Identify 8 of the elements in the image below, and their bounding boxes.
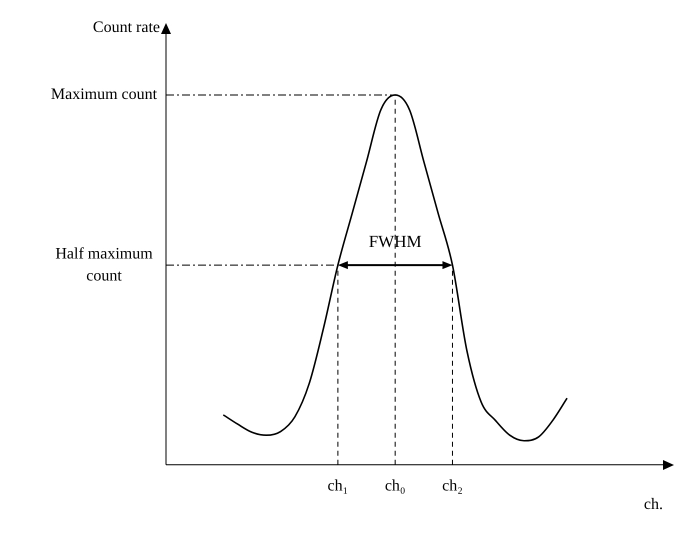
annotation: FWHM — [368, 232, 422, 252]
x-tick-label: ch₀ — [384, 478, 406, 495]
x-tick-label: ch₂ — [442, 478, 463, 495]
ref-line-label: Maximum count — [50, 86, 158, 104]
x-tick-label: ch₁ — [328, 478, 348, 495]
ref-line-label: Half maximum count — [55, 245, 154, 284]
x-axis-title: ch. — [644, 496, 663, 514]
text: Count rate — [92, 19, 160, 36]
